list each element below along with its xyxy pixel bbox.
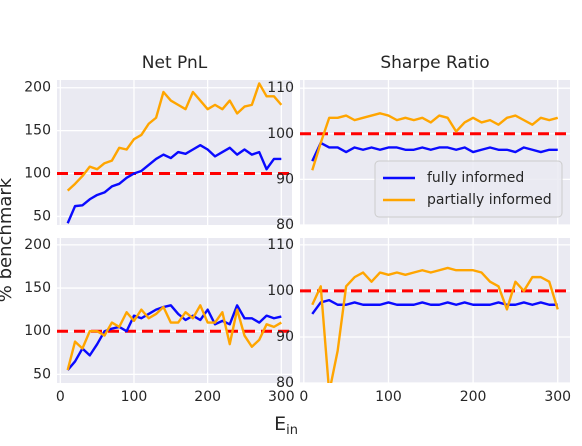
- series-line: [66, 304, 282, 371]
- x-tick-label: 100: [121, 389, 148, 405]
- x-tick-label: 300: [544, 389, 571, 405]
- plot-background: [300, 238, 570, 383]
- series-line: [311, 298, 558, 315]
- y-tick-label: 200: [24, 237, 51, 253]
- y-tick-label: 100: [24, 323, 51, 339]
- y-tick-label: 90: [276, 171, 294, 187]
- plot-area: [57, 304, 292, 371]
- y-tick-label: 110: [267, 237, 294, 253]
- series-line: [66, 144, 282, 224]
- y-tick-label: 80: [276, 375, 294, 391]
- y-tick-label: 150: [24, 280, 51, 296]
- y-tick-label: 50: [33, 366, 51, 382]
- y-tick-label: 100: [24, 166, 51, 182]
- y-tick-label: 200: [24, 80, 51, 96]
- x-tick-label: 100: [375, 389, 402, 405]
- series-line: [66, 82, 283, 192]
- x-axis-label-sub: in: [286, 423, 298, 438]
- series-line: [311, 266, 559, 383]
- y-tick-label: 50: [33, 208, 51, 224]
- x-tick-label: 0: [56, 389, 65, 405]
- y-tick-label: 150: [24, 123, 51, 139]
- y-tick-label: 100: [267, 126, 294, 142]
- plot-area: [57, 82, 292, 224]
- y-axis-label: % benchmark: [0, 177, 16, 302]
- plot-area: [300, 112, 570, 171]
- series-line: [311, 141, 558, 162]
- legend-label: partially informed: [427, 192, 552, 208]
- panel-title: Net PnL: [142, 53, 208, 73]
- legend-box: [374, 160, 563, 218]
- x-axis-label-base: E: [274, 413, 286, 435]
- x-axis-label: Ein: [274, 413, 298, 438]
- x-tick-label: 200: [194, 389, 221, 405]
- panel-title: Sharpe Ratio: [380, 53, 489, 73]
- x-tick-label: 0: [299, 389, 308, 405]
- x-tick-label: 300: [268, 389, 295, 405]
- legend-label: fully informed: [427, 170, 524, 186]
- plot-area: [300, 266, 570, 383]
- x-tick-label: 200: [460, 389, 487, 405]
- y-tick-label: 110: [267, 80, 294, 96]
- series-line: [66, 304, 282, 371]
- y-tick-label: 100: [267, 283, 294, 299]
- y-tick-label: 90: [276, 329, 294, 345]
- series-line: [311, 112, 559, 171]
- y-tick-label: 80: [276, 217, 294, 233]
